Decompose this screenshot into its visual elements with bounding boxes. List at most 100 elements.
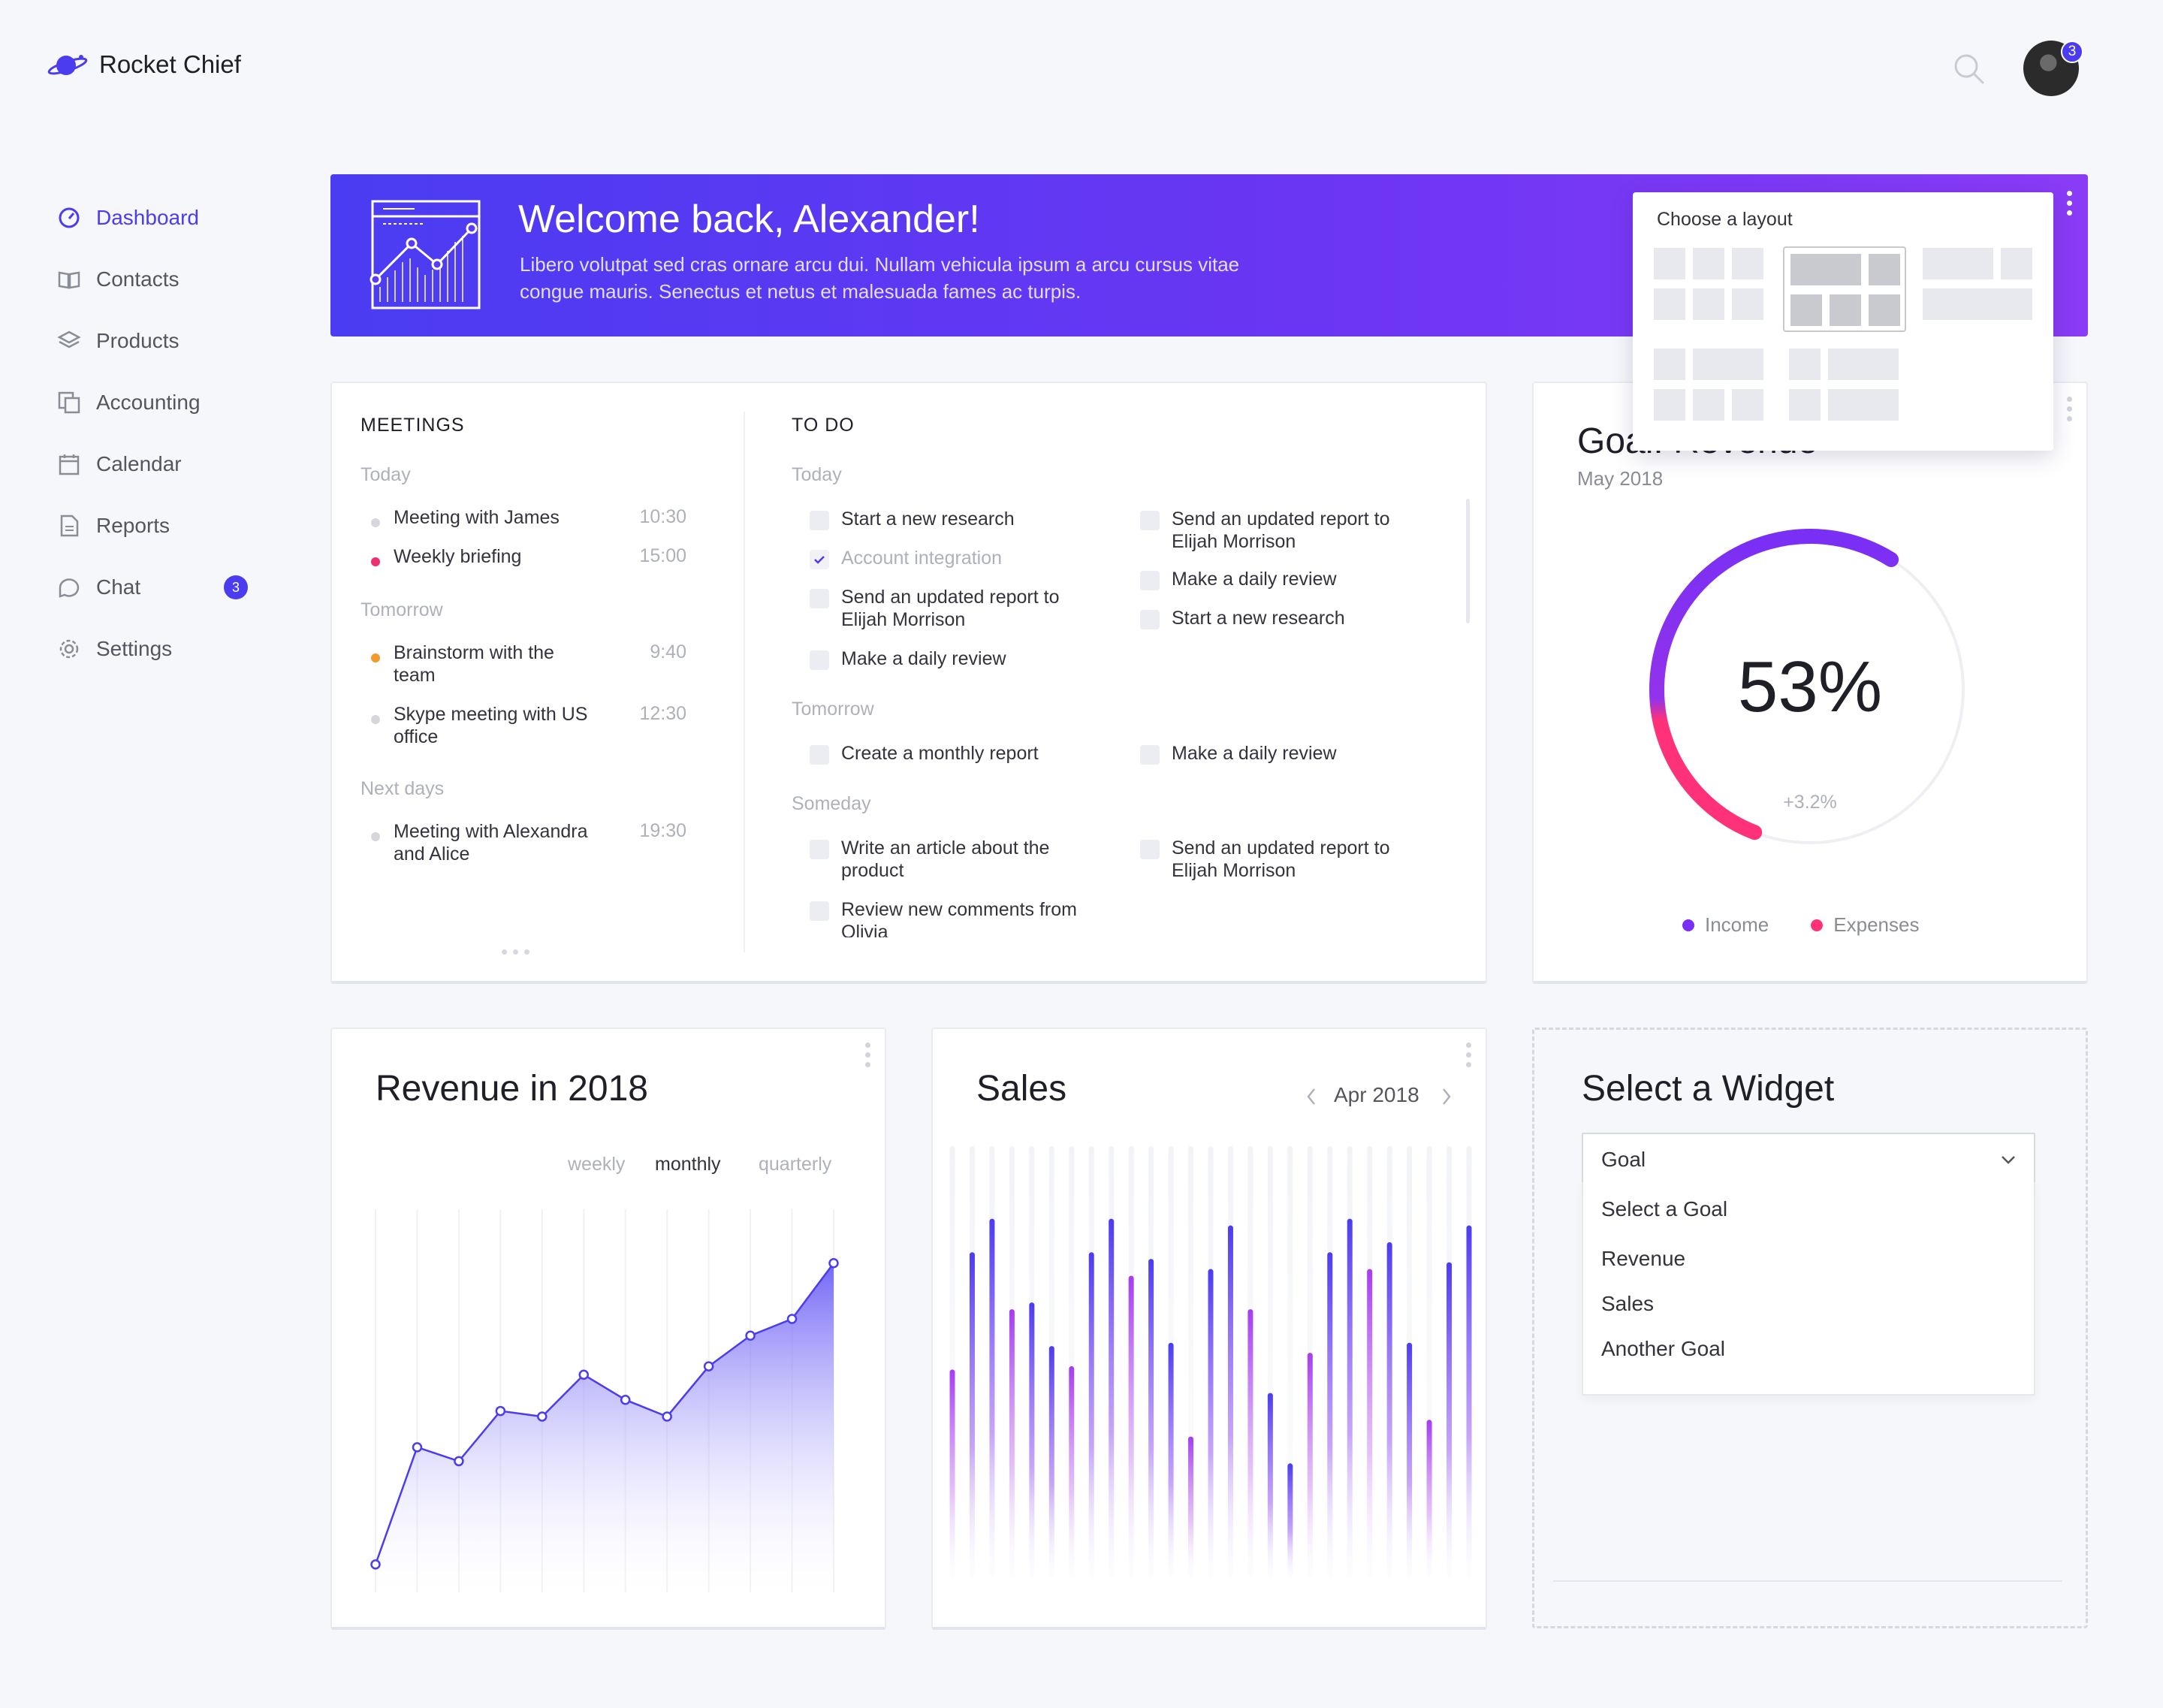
revenue-line bbox=[374, 1262, 835, 1565]
sales-bar bbox=[989, 1218, 995, 1577]
meetings-todo-card bbox=[330, 382, 1487, 984]
sales-menu-icon[interactable] bbox=[1466, 1043, 1472, 1067]
todo-checkbox[interactable] bbox=[810, 745, 829, 765]
book-icon bbox=[58, 271, 80, 289]
todo-checkbox[interactable] bbox=[1140, 511, 1160, 530]
revenue-point bbox=[537, 1411, 548, 1422]
meeting-title: Brainstorm with the team bbox=[394, 642, 554, 686]
revenue-point bbox=[620, 1394, 631, 1405]
meeting-dot bbox=[371, 715, 380, 724]
todo-checkbox[interactable] bbox=[1140, 610, 1160, 629]
meeting-time: 15:00 bbox=[639, 545, 686, 566]
check-icon bbox=[814, 556, 825, 564]
todo-group-today: Today bbox=[792, 464, 842, 485]
goal-change: +3.2% bbox=[1783, 792, 1837, 813]
revenue-menu-icon[interactable] bbox=[865, 1043, 871, 1067]
todo-checkbox[interactable] bbox=[810, 840, 829, 859]
tab-monthly[interactable]: monthly bbox=[655, 1154, 721, 1175]
revenue-point bbox=[662, 1411, 672, 1422]
widget-placeholder bbox=[1532, 1028, 2088, 1628]
sidebar-item-calendar[interactable]: Calendar bbox=[57, 446, 182, 482]
todo-checkbox[interactable] bbox=[810, 650, 829, 670]
sales-bar bbox=[1307, 1353, 1313, 1577]
todo-checkbox[interactable] bbox=[810, 901, 829, 921]
sidebar-item-label: Products bbox=[96, 329, 179, 352]
layout-option-5[interactable] bbox=[1789, 349, 1902, 428]
todo-label: Send an updated report to Elijah Morriso… bbox=[841, 587, 1060, 630]
todo-checkbox[interactable] bbox=[810, 589, 829, 608]
meeting-title: Meeting with Alexandra and Alice bbox=[394, 821, 588, 865]
sales-bar bbox=[1287, 1463, 1293, 1577]
layout-option-2-selected[interactable] bbox=[1783, 246, 1906, 332]
revenue-point bbox=[828, 1257, 839, 1269]
revenue-area bbox=[376, 1263, 834, 1592]
todo-checkbox[interactable] bbox=[1140, 840, 1160, 859]
todo-checkbox[interactable] bbox=[810, 511, 829, 530]
layout-option-3[interactable] bbox=[1923, 248, 2035, 327]
banner-menu-icon[interactable] bbox=[2067, 191, 2073, 216]
search-icon[interactable] bbox=[1951, 51, 1987, 87]
sidebar-item-products[interactable]: Products bbox=[57, 323, 179, 359]
legend-expenses: Expenses bbox=[1811, 913, 1919, 937]
revenue-point bbox=[370, 1559, 381, 1570]
revenue-point bbox=[745, 1330, 756, 1341]
tab-quarterly[interactable]: quarterly bbox=[759, 1154, 832, 1175]
sidebar-item-label: Reports bbox=[96, 514, 170, 537]
todo-checkbox[interactable] bbox=[1140, 745, 1160, 765]
sales-bar bbox=[1407, 1342, 1413, 1577]
select-option-another-goal[interactable]: Another Goal bbox=[1601, 1337, 1725, 1360]
pagination-dots-icon[interactable] bbox=[502, 949, 529, 955]
meeting-dot bbox=[371, 518, 380, 527]
sidebar-item-contacts[interactable]: Contacts bbox=[57, 261, 179, 297]
sales-bar-chart bbox=[949, 1146, 1472, 1577]
divider bbox=[1553, 1580, 2062, 1582]
todo-checkbox[interactable] bbox=[810, 550, 829, 569]
sales-bar bbox=[1048, 1346, 1054, 1577]
sidebar-item-dashboard[interactable]: Dashboard bbox=[57, 200, 199, 236]
todo-label: Make a daily review bbox=[1172, 569, 1337, 590]
app-logo[interactable]: Rocket Chief bbox=[47, 50, 241, 80]
revenue-point bbox=[786, 1314, 798, 1324]
todo-label: Create a monthly report bbox=[841, 743, 1039, 764]
sidebar-item-label: Dashboard bbox=[96, 206, 199, 229]
sidebar-item-accounting[interactable]: Accounting bbox=[57, 385, 201, 421]
layout-option-4[interactable] bbox=[1654, 349, 1766, 428]
copy-icon bbox=[58, 391, 80, 414]
tab-weekly[interactable]: weekly bbox=[568, 1154, 626, 1175]
goal-menu-icon[interactable] bbox=[2067, 397, 2073, 421]
chevron-right-icon[interactable] bbox=[1439, 1086, 1454, 1107]
select-placeholder: Select a Goal bbox=[1601, 1197, 1728, 1221]
select-option-revenue[interactable]: Revenue bbox=[1601, 1247, 1686, 1270]
widget-select-menu: Select a Goal Revenue Sales Another Goal bbox=[1582, 1182, 2035, 1396]
chevron-left-icon[interactable] bbox=[1304, 1086, 1319, 1107]
todo-item[interactable]: Review new comments from Olivia bbox=[810, 901, 1110, 937]
select-option-sales[interactable]: Sales bbox=[1601, 1292, 1655, 1315]
sales-bar bbox=[1367, 1269, 1373, 1577]
goal-progress-arc bbox=[1649, 529, 1899, 840]
sales-bar bbox=[1327, 1252, 1333, 1577]
sales-bar bbox=[1227, 1225, 1233, 1577]
meeting-dot bbox=[371, 832, 380, 841]
todo-label: Make a daily review bbox=[1172, 743, 1337, 764]
goal-date: May 2018 bbox=[1577, 467, 1664, 490]
widget-select-dropdown[interactable]: Goal bbox=[1582, 1133, 2035, 1184]
todo-group-tomorrow: Tomorrow bbox=[792, 699, 874, 720]
revenue-area-chart bbox=[370, 1209, 839, 1592]
layout-option-1[interactable] bbox=[1654, 248, 1763, 327]
todo-checkbox[interactable] bbox=[1140, 571, 1160, 590]
todo-scrollbar[interactable] bbox=[1466, 499, 1470, 623]
sales-bar bbox=[1208, 1269, 1214, 1577]
todo-label: Send an updated report to Elijah Morriso… bbox=[1172, 508, 1390, 552]
sidebar-item-settings[interactable]: Settings bbox=[57, 631, 172, 667]
widget-select-title: Select a Widget bbox=[1582, 1069, 1835, 1109]
sales-bar bbox=[1009, 1309, 1015, 1577]
sales-bar bbox=[1247, 1309, 1253, 1577]
sales-bar bbox=[949, 1369, 955, 1577]
sidebar-item-chat[interactable]: Chat 3 bbox=[57, 569, 248, 605]
sales-period: Apr 2018 bbox=[1334, 1083, 1419, 1106]
calendar-icon bbox=[59, 454, 80, 475]
meetings-group-tomorrow: Tomorrow bbox=[360, 599, 443, 620]
todo-label: Review new comments from Olivia bbox=[841, 901, 1077, 937]
document-icon bbox=[60, 515, 79, 537]
sidebar-item-reports[interactable]: Reports bbox=[57, 508, 170, 544]
